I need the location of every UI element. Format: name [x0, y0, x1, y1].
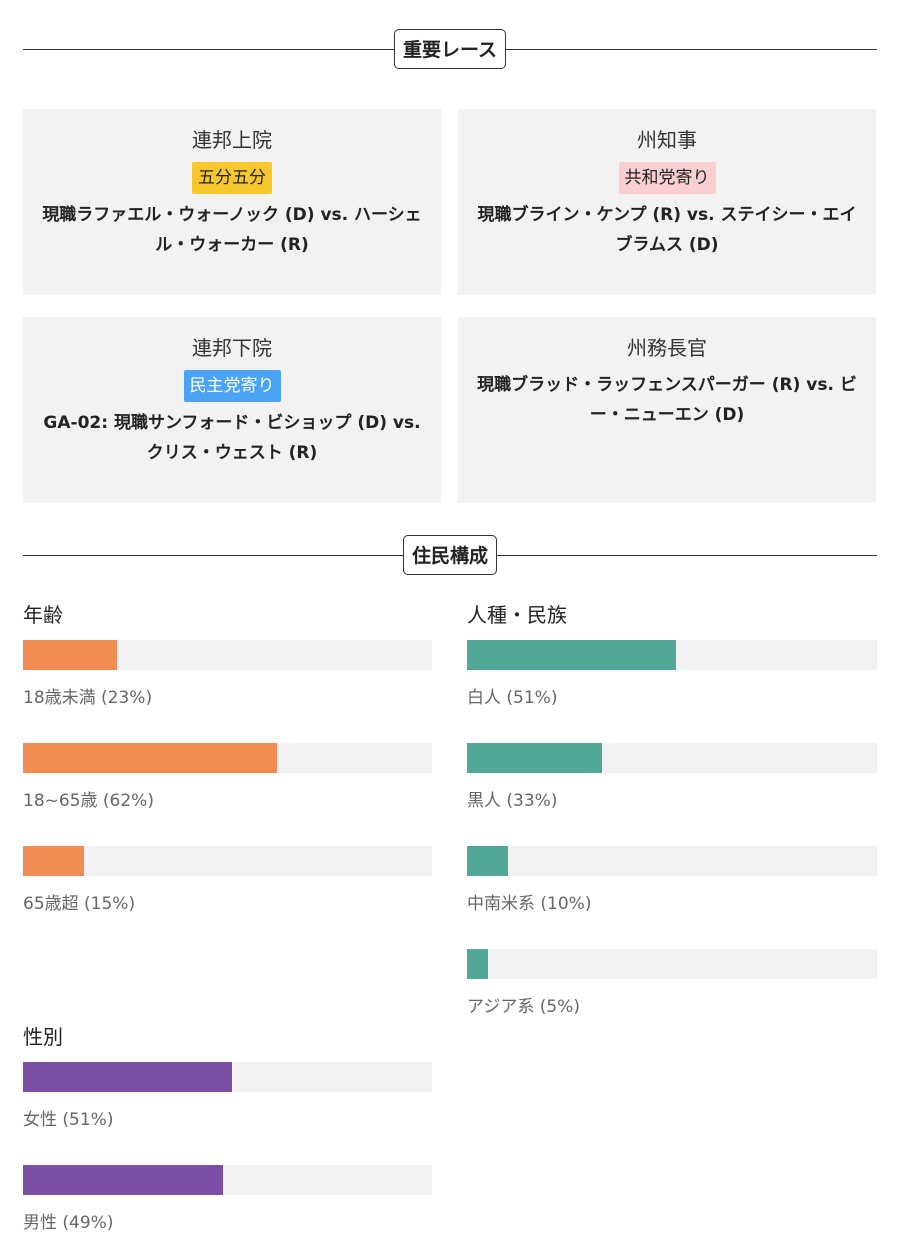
- office-title: 連邦下院: [192, 336, 272, 360]
- bar-fill: [23, 1165, 224, 1195]
- bar-item: 65歳超 (15%): [23, 846, 432, 939]
- bar-label: 18歳未満 (23%): [23, 688, 153, 708]
- office-title: 州務長官: [627, 336, 707, 360]
- race-card-governor: 州知事 共和党寄り 現職ブライン・ケンプ (R) vs. ステイシー・エイブラム…: [458, 109, 876, 295]
- bar-fill: [23, 846, 85, 876]
- age-group: 年齢 18歳未満 (23%) 18~65歳 (62%) 65歳超 (15%): [23, 600, 432, 939]
- bar-item: 18歳未満 (23%): [23, 640, 432, 733]
- bar-label: 黒人 (33%): [467, 791, 558, 811]
- bar-label: 18~65歳 (62%): [23, 791, 154, 811]
- bar-item: 白人 (51%): [467, 640, 877, 733]
- bar-fill: [23, 1062, 232, 1092]
- sex-group: 性別 女性 (51%) 男性 (49%): [23, 1022, 432, 1258]
- age-bar-list: 18歳未満 (23%) 18~65歳 (62%) 65歳超 (15%): [23, 640, 432, 939]
- bar-fill: [467, 846, 508, 876]
- bar-fill: [23, 640, 118, 670]
- rating-badge: 共和党寄り: [618, 162, 716, 194]
- key-races-header: 重要レース: [23, 29, 877, 71]
- matchup-text: GA-02: 現職サンフォード・ビショップ (D) vs. クリス・ウェスト (…: [43, 413, 421, 463]
- office-title: 州知事: [637, 128, 697, 152]
- bar-label: 65歳超 (15%): [23, 894, 136, 914]
- sex-bar-list: 女性 (51%) 男性 (49%): [23, 1062, 432, 1258]
- bar-track: [467, 846, 877, 876]
- bar-label: アジア系 (5%): [467, 997, 580, 1017]
- bar-track: [23, 846, 432, 876]
- bar-track: [23, 743, 432, 773]
- bar-item: 中南米系 (10%): [467, 846, 877, 939]
- bar-track: [467, 949, 877, 979]
- rating-badge: 民主党寄り: [183, 370, 281, 402]
- race-card-secretary-of-state: 州務長官 現職ブラッド・ラッフェンスパーガー (R) vs. ビー・ニューエン …: [458, 317, 876, 503]
- matchup-text: 現職ブライン・ケンプ (R) vs. ステイシー・エイブラムス (D): [477, 205, 857, 255]
- bar-track: [23, 640, 432, 670]
- group-title-sex: 性別: [23, 1025, 63, 1049]
- race-card-house: 連邦下院 民主党寄り GA-02: 現職サンフォード・ビショップ (D) vs.…: [23, 317, 441, 503]
- race-card-senate: 連邦上院 五分五分 現職ラファエル・ウォーノック (D) vs. ハーシェル・ウ…: [23, 109, 441, 295]
- bar-track: [23, 1165, 432, 1195]
- group-title-race: 人種・民族: [467, 603, 567, 627]
- matchup-text: 現職ラファエル・ウォーノック (D) vs. ハーシェル・ウォーカー (R): [42, 205, 422, 255]
- section-title-key-races: 重要レース: [393, 29, 507, 69]
- bar-item: 黒人 (33%): [467, 743, 877, 836]
- bar-item: アジア系 (5%): [467, 949, 877, 1042]
- bar-fill: [467, 640, 677, 670]
- bar-track: [467, 640, 877, 670]
- matchup-text: 現職ブラッド・ラッフェンスパーガー (R) vs. ビー・ニューエン (D): [477, 375, 857, 425]
- section-title-demographics: 住民構成: [402, 535, 498, 575]
- bar-label: 中南米系 (10%): [467, 894, 592, 914]
- race-bar-list: 白人 (51%) 黒人 (33%) 中南米系 (10%) アジア系 (5%): [467, 640, 877, 1042]
- bar-label: 白人 (51%): [467, 688, 558, 708]
- race-group: 人種・民族 白人 (51%) 黒人 (33%) 中南米系 (10%) アジア系 (5%…: [467, 600, 877, 1042]
- office-title: 連邦上院: [192, 128, 272, 152]
- bar-track: [467, 743, 877, 773]
- bar-item: 男性 (49%): [23, 1165, 432, 1258]
- bar-fill: [23, 743, 277, 773]
- rating-badge: 五分五分: [192, 162, 272, 194]
- bar-fill: [467, 743, 603, 773]
- group-title-age: 年齢: [23, 603, 63, 627]
- bar-item: 18~65歳 (62%): [23, 743, 432, 836]
- bar-label: 男性 (49%): [23, 1213, 114, 1233]
- demographics-header: 住民構成: [23, 535, 877, 577]
- bar-track: [23, 1062, 432, 1092]
- bar-fill: [467, 949, 488, 979]
- bar-label: 女性 (51%): [23, 1110, 114, 1130]
- bar-item: 女性 (51%): [23, 1062, 432, 1155]
